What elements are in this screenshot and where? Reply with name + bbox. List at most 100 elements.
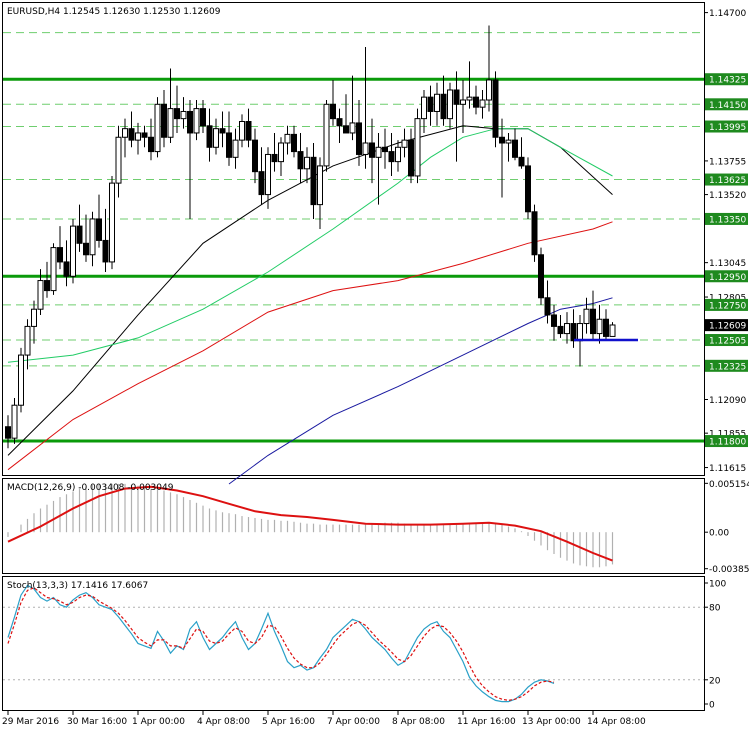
- price-label-box: [705, 73, 748, 86]
- candle-body: [466, 96, 473, 101]
- candle-body: [180, 110, 187, 120]
- time-axis: 29 Mar 2016 30 Mar 16:00 1 Apr 00:00 4 Apr …: [2, 711, 646, 727]
- candle-body: [76, 225, 83, 244]
- candle-body: [154, 103, 161, 153]
- price-label-box: [705, 212, 748, 225]
- candle-body: [473, 96, 479, 108]
- candle-body: [213, 128, 219, 148]
- price-tick-label: 1.13520: [709, 191, 746, 201]
- candle-body: [161, 103, 167, 138]
- candle-body: [50, 247, 57, 292]
- candle-body: [37, 280, 44, 310]
- candle-body: [317, 165, 323, 206]
- candle-body: [193, 108, 200, 134]
- time-tick-label: 8 Apr 08:00: [392, 717, 445, 727]
- price-label-box: [705, 98, 748, 111]
- candle-body: [518, 156, 525, 167]
- candle-body: [330, 103, 336, 120]
- time-tick-label: 30 Mar 16:00: [67, 717, 127, 727]
- candle-body: [440, 93, 447, 120]
- stoch-series-line: [7, 587, 555, 702]
- candle-body: [590, 308, 596, 335]
- time-tick-label: 4 Apr 08:00: [197, 717, 250, 727]
- time-tick-label: 11 Apr 16:00: [457, 717, 516, 727]
- candle-body: [291, 133, 297, 153]
- macd-header: MACD(12,26,9) -0.003408 -0.003049: [7, 483, 174, 493]
- candle-body: [44, 280, 50, 292]
- candle-body: [252, 139, 258, 173]
- symbol-header: EURUSD,H4 1.12545 1.12630 1.12530 1.1260…: [7, 7, 221, 17]
- candle-body: [135, 132, 141, 141]
- macd-pane-frame: [2, 478, 705, 574]
- macd-tick-label: -0.003853: [709, 565, 749, 575]
- macd-tick-label: 0.00: [709, 529, 729, 539]
- candle-body: [492, 79, 499, 138]
- moving-average-line: [7, 125, 613, 456]
- candle-body: [148, 136, 154, 153]
- candle-body: [278, 142, 284, 163]
- price-tick-label: 1.12325: [709, 362, 746, 372]
- candle-body: [219, 128, 226, 134]
- candle-body: [206, 125, 213, 148]
- price-label-box: [705, 334, 748, 347]
- candle-body: [115, 136, 122, 184]
- price-tick-label: 1.11855: [709, 430, 746, 440]
- moving-average-line: [228, 297, 613, 485]
- candle-body: [284, 133, 291, 144]
- candle-body: [18, 354, 24, 406]
- candle-body: [499, 136, 505, 144]
- candle-body: [460, 99, 466, 105]
- candle-body: [128, 128, 135, 141]
- candle-body: [414, 118, 421, 177]
- candle-body: [232, 139, 239, 158]
- candle-body: [525, 165, 531, 213]
- candle-body: [174, 108, 180, 120]
- stoch-header: Stoch(13,3,3) 17.1416 17.6067: [7, 581, 148, 591]
- stoch-series-line: [7, 584, 555, 703]
- price-tick-label: 1.11615: [709, 464, 746, 474]
- price-tick-label: 1.13995: [709, 123, 746, 133]
- price-label-box: [705, 319, 748, 332]
- candle-body: [109, 182, 115, 263]
- candle-body: [421, 96, 427, 120]
- price-tick-label: 1.14325: [709, 76, 746, 86]
- time-tick-label: 5 Apr 16:00: [262, 717, 315, 727]
- price-pane-frame: [2, 2, 705, 476]
- candle-body: [427, 96, 434, 112]
- price-label-box: [705, 435, 748, 448]
- price-tick-label: 1.11800: [709, 438, 746, 448]
- candle-body: [609, 324, 616, 337]
- candle-body: [375, 146, 382, 158]
- candle-body: [564, 323, 570, 335]
- candle-body: [5, 426, 11, 439]
- candle-body: [200, 108, 206, 127]
- price-tick-label: 1.12750: [709, 301, 746, 311]
- candle-body: [258, 171, 265, 196]
- candle-body: [382, 146, 388, 153]
- candle-body: [271, 153, 278, 163]
- price-tick-label: 1.13045: [709, 259, 746, 269]
- price-tick-label: 1.12805: [709, 294, 746, 304]
- candle-body: [343, 125, 349, 134]
- candle-body: [31, 308, 37, 327]
- candle-body: [434, 93, 440, 112]
- candle-body: [596, 318, 603, 335]
- macd-tick-label: 0.005154: [709, 480, 749, 490]
- candle-body: [304, 156, 310, 170]
- stoch-tick-label: 0: [709, 701, 715, 711]
- candle-body: [583, 308, 590, 325]
- candle-body: [11, 404, 18, 439]
- time-tick-label: 1 Apr 00:00: [132, 717, 185, 727]
- stoch-pane-frame: [2, 576, 705, 711]
- candle-body: [557, 325, 564, 335]
- price-label-box: [705, 173, 748, 186]
- candle-body: [570, 323, 577, 342]
- time-tick-label: 29 Mar 2016: [2, 717, 59, 727]
- stoch-pane: 100 80 20 0: [3, 580, 726, 711]
- candle-body: [512, 139, 518, 158]
- price-tick-label: 1.13625: [709, 176, 746, 186]
- candle-body: [349, 122, 356, 134]
- candle-body: [57, 247, 63, 263]
- candle-body: [453, 89, 460, 105]
- stoch-tick-label: 80: [709, 604, 721, 614]
